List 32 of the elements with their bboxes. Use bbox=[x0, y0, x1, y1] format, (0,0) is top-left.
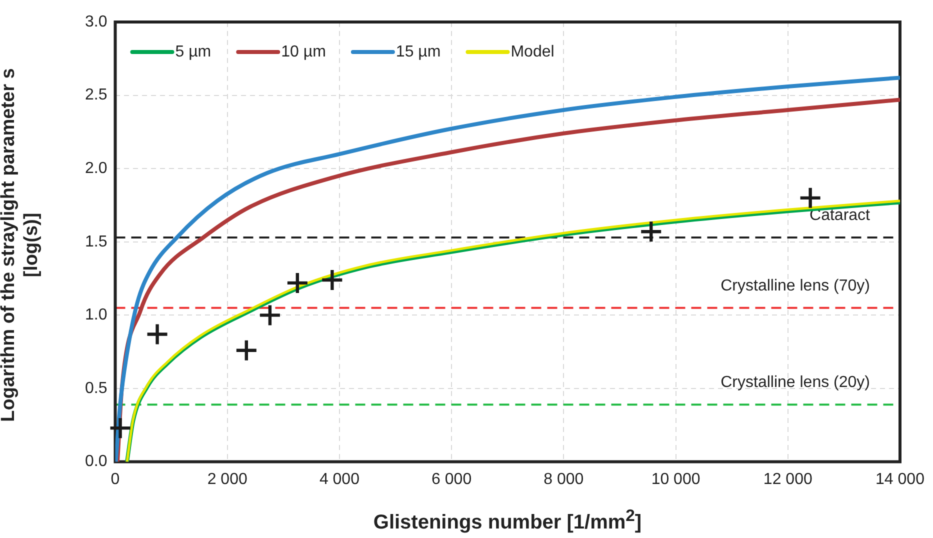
y-axis-title: Logarithm of the straylight parameter s [log(s)] bbox=[0, 67, 43, 424]
x-tick-label: 10 000 bbox=[651, 470, 700, 488]
ref-line-label: Cataract bbox=[810, 206, 871, 224]
legend-label: Model bbox=[510, 43, 554, 60]
point bbox=[236, 340, 256, 360]
y-tick-label: 1.5 bbox=[84, 233, 108, 250]
x-tick-label: 12 000 bbox=[763, 470, 812, 488]
y-tick-label: 3.0 bbox=[84, 13, 108, 30]
y-tick-label: 1.0 bbox=[84, 306, 108, 324]
x-tick-label: 4 000 bbox=[319, 470, 360, 488]
ref-line-label: Crystalline lens (70y) bbox=[720, 277, 870, 294]
y-tick-label: 2.5 bbox=[84, 86, 108, 104]
x-tick-label: 0 bbox=[110, 470, 120, 488]
x-tick-label: 14 000 bbox=[876, 470, 925, 488]
legend-label: 5 µm bbox=[175, 43, 212, 60]
legend-label: 10 µm bbox=[281, 43, 326, 60]
x-axis-title: Glistenings number [1/mm$^{2}$] bbox=[372, 506, 643, 535]
y-tick-label: 0.5 bbox=[84, 380, 108, 397]
point bbox=[641, 222, 662, 242]
point bbox=[110, 418, 130, 438]
point bbox=[260, 305, 280, 326]
x-tick-label: 6 000 bbox=[432, 470, 472, 488]
legend-label: 15 µm bbox=[396, 43, 441, 60]
point bbox=[800, 188, 820, 208]
y-tick-label: 0.0 bbox=[84, 453, 108, 470]
y-tick-label: 2.0 bbox=[84, 160, 108, 178]
point bbox=[287, 272, 308, 293]
x-tick-label: 2 000 bbox=[207, 470, 248, 488]
ref-line-label: Crystalline lens (20y) bbox=[720, 374, 870, 392]
point bbox=[322, 270, 342, 290]
point bbox=[147, 324, 168, 344]
x-tick-label: 8 000 bbox=[544, 470, 584, 488]
